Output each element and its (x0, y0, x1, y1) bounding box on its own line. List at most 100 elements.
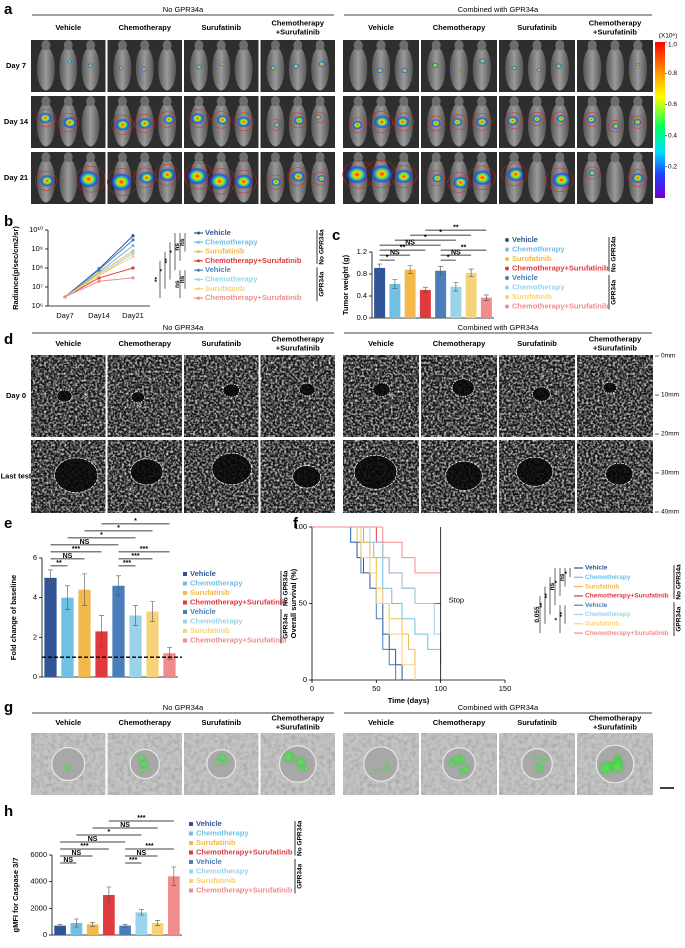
caspase-signal (374, 767, 381, 774)
bli-image (577, 152, 653, 204)
mouse-head (353, 96, 363, 107)
ultrasound-image (499, 440, 575, 513)
legend-group-label: GPR34a (297, 863, 304, 888)
mouse (158, 46, 177, 91)
organoid-image (107, 733, 182, 795)
ultrasound-image (260, 440, 335, 513)
caspase-signal (532, 754, 540, 762)
mouse-head (315, 96, 325, 107)
mouse-head (41, 40, 51, 51)
column-label: Vehicle (55, 718, 81, 727)
error-bar (65, 585, 70, 610)
y-tick-label: 0 (303, 675, 307, 684)
mouse-head (293, 96, 303, 107)
mouse-head (353, 152, 363, 163)
roi (314, 111, 327, 123)
signal (432, 173, 443, 183)
significance-label: ns (179, 238, 186, 246)
roi (269, 119, 282, 131)
caspase-signal (450, 752, 464, 767)
legend-dot (197, 268, 200, 272)
survival-step (356, 542, 364, 559)
bli-image (106, 152, 182, 204)
mouse-head (86, 152, 96, 163)
y-tick-label: 6 (33, 553, 37, 562)
legend-dot (197, 250, 200, 254)
column-label: Vehicle (55, 339, 81, 348)
roi (608, 120, 622, 133)
column-label: +Surufatinib (593, 722, 637, 731)
mouse (427, 46, 446, 91)
mouse (605, 158, 625, 203)
significance-label: * (100, 532, 103, 539)
roi (111, 114, 134, 135)
legend-group-label: GPR34a (611, 279, 618, 304)
survival-step (401, 603, 415, 620)
bli-image (184, 96, 259, 148)
column-label: Chemotherapy (589, 18, 642, 27)
bli-image (107, 96, 182, 148)
mouse-head (63, 40, 73, 51)
roi (551, 111, 568, 126)
survival-step (414, 588, 435, 604)
group-header: No GPR34a (163, 703, 204, 712)
legend-swatch (189, 879, 193, 883)
legend-label: Vehicle (205, 228, 231, 237)
mouse-head (555, 40, 565, 51)
legend-swatch (183, 629, 187, 633)
legend-label: Vehicle (190, 569, 216, 578)
colorbar (655, 42, 665, 198)
error-bar (116, 575, 121, 596)
significance-label: ** (400, 244, 406, 251)
caspase-signal (144, 765, 152, 773)
y-tick-label: 2000 (30, 903, 47, 912)
point (97, 273, 101, 278)
error-bar (106, 886, 112, 904)
mouse-head (41, 152, 51, 163)
ultrasound-image (107, 440, 182, 513)
speckle (577, 355, 653, 437)
depth-label: 10mm (661, 392, 679, 399)
legend-swatch (183, 591, 187, 595)
mouse-head (633, 96, 643, 107)
ultrasound-image (343, 440, 419, 513)
legend-label: Vehicle (585, 565, 608, 572)
point (97, 268, 101, 272)
significance-label: ** (453, 224, 459, 231)
legend-label: Vehicle (196, 857, 222, 866)
mouse-head (63, 96, 73, 107)
signal (291, 171, 305, 182)
signal (234, 174, 253, 189)
survival-step (388, 649, 396, 666)
significance-label: NS (80, 539, 90, 546)
signal (195, 64, 203, 70)
survival-step (388, 603, 403, 620)
mouse-head (63, 152, 73, 163)
mouse (311, 46, 330, 91)
legend-label: Chemotherapy+Surufatinib (512, 301, 609, 310)
mouse (81, 46, 100, 91)
x-tick-label: 150 (499, 684, 512, 693)
error-bar (453, 281, 459, 292)
mouse-head (239, 152, 249, 163)
bar (61, 597, 74, 677)
ultrasound-image (107, 355, 182, 437)
tissue-marker: s (149, 376, 153, 383)
signal (479, 58, 486, 64)
organoid (363, 746, 399, 782)
column-label: +Surufatinib (276, 343, 320, 352)
column-label: Vehicle (55, 23, 81, 32)
signal (63, 116, 77, 129)
significance-label: NS (137, 850, 147, 857)
roi (447, 172, 471, 193)
significance-label: * (439, 229, 442, 236)
legend-label: Vehicle (190, 607, 216, 616)
bli-image (343, 40, 419, 92)
survival-step (382, 588, 390, 604)
panel-label: h (4, 803, 13, 820)
column-label: Surufatinib (201, 339, 241, 348)
tissue-marker: k (137, 403, 141, 410)
caspase-signal (213, 757, 224, 768)
significance-label: ** (164, 258, 171, 264)
roi (529, 111, 545, 127)
